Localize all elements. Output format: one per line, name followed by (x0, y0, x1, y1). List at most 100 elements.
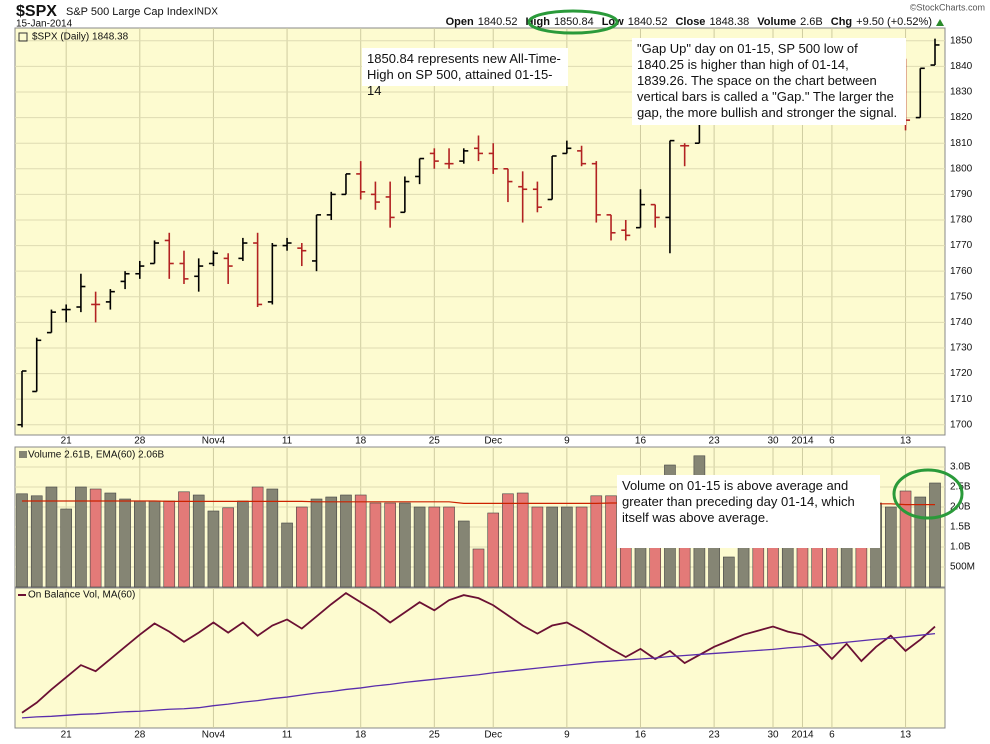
volume-bar (148, 500, 161, 588)
volume-bar (89, 488, 102, 588)
annotation: 1850.84 represents new All-Time-High on … (362, 48, 568, 98)
quote-line: Open 1840.52 High 1850.84 Low 1840.52 Close 184… (446, 16, 932, 28)
x-tick-label: 25 (429, 730, 441, 741)
volume-bar (340, 494, 352, 588)
y-tick-label: 3.0B (950, 462, 971, 473)
x-tick-label: 28 (134, 730, 146, 741)
volume-value: 2.6B (800, 16, 823, 28)
x-tick-label: 21 (61, 436, 73, 447)
credit: ©StockCharts.com (910, 2, 985, 12)
x-tick-label: 30 (767, 436, 779, 447)
x-tick-label: Dec (484, 436, 502, 447)
y-tick-label: 1740 (950, 317, 973, 328)
volume-bar (16, 493, 28, 588)
volume-bar (134, 500, 146, 588)
y-tick-label: 2.5B (950, 482, 971, 493)
obv-legend: On Balance Vol, MA(60) (28, 590, 135, 601)
volume-bar (590, 495, 603, 588)
volume-bar (354, 494, 367, 588)
close-value: 1848.38 (709, 16, 749, 28)
volume-bar (914, 496, 927, 588)
volume-bar (295, 506, 308, 588)
volume-bar (885, 506, 897, 588)
volume-bar (163, 500, 176, 588)
volume-bar (192, 494, 205, 588)
volume-bar (457, 520, 470, 588)
x-tick-label: 25 (429, 436, 441, 447)
y-tick-label: 1790 (950, 189, 973, 200)
volume-legend: Volume 2.61B, EMA(60) 2.06B (28, 450, 165, 461)
x-tick-label: 16 (635, 730, 647, 741)
legend-icon (18, 32, 28, 42)
y-tick-label: 1.5B (950, 522, 971, 533)
y-tick-label: 1.0B (950, 542, 971, 553)
volume-label: Volume (757, 16, 796, 28)
volume-bar (605, 495, 617, 588)
y-tick-label: 1810 (950, 138, 973, 149)
x-tick-label: 11 (282, 436, 293, 447)
y-tick-label: 1750 (950, 291, 973, 302)
volume-bar (516, 492, 529, 588)
volume-bar (384, 502, 396, 588)
x-tick-label: Nov4 (202, 436, 226, 447)
volume-bar (723, 556, 735, 588)
low-value: 1840.52 (628, 16, 668, 28)
open-label: Open (446, 16, 474, 28)
y-tick-label: 2.0B (950, 502, 971, 513)
x-tick-label: 30 (767, 730, 779, 741)
x-tick-label: 13 (900, 730, 912, 741)
index-name: S&P 500 Large Cap Index (66, 6, 194, 18)
y-tick-label: 1780 (950, 215, 973, 226)
x-tick-label: Nov4 (202, 730, 226, 741)
volume-bar (929, 482, 941, 588)
chg-value: +9.50 (+0.52%) (856, 16, 932, 28)
volume-bar (281, 522, 293, 588)
volume-bar (60, 508, 72, 588)
open-value: 1840.52 (478, 16, 518, 28)
symbol: $SPX (16, 3, 57, 20)
y-tick-label: 1760 (950, 266, 973, 277)
volume-bar (443, 506, 455, 588)
low-label: Low (602, 16, 624, 28)
volume-bar (502, 493, 514, 588)
high-value: 1850.84 (554, 16, 594, 28)
y-tick-label: 1710 (950, 394, 973, 405)
volume-bar (30, 495, 43, 588)
x-tick-label: 28 (134, 436, 146, 447)
x-tick-label: 18 (355, 436, 367, 447)
y-tick-label: 1850 (950, 35, 973, 46)
up-arrow (936, 19, 944, 26)
volume-bar (899, 490, 912, 588)
y-tick-label: 500M (950, 562, 975, 573)
x-tick-label: 9 (564, 730, 570, 741)
annotation: "Gap Up" day on 01-15, SP 500 low of 184… (632, 38, 906, 125)
volume-bar (178, 491, 190, 588)
volume-bar (104, 492, 117, 588)
volume-bar (428, 506, 441, 588)
volume-bar (75, 486, 87, 588)
close-label: Close (675, 16, 705, 28)
x-tick-label: 23 (709, 730, 721, 741)
volume-bar (325, 496, 338, 588)
y-tick-label: 1770 (950, 240, 973, 251)
volume-bar (399, 502, 411, 588)
date: 15-Jan-2014 (16, 19, 73, 30)
x-tick-label: 2014 (791, 730, 814, 741)
volume-bar (561, 506, 573, 588)
x-tick-label: 13 (900, 436, 912, 447)
x-tick-label: 21 (61, 730, 73, 741)
volume-bar (546, 506, 558, 588)
y-tick-label: 1820 (950, 112, 973, 123)
volume-bar (310, 498, 323, 588)
exchange: INDX (194, 7, 218, 18)
obv-line (21, 591, 936, 714)
legend-icon (19, 451, 27, 458)
volume-bar (575, 506, 588, 588)
high-label: High (525, 16, 550, 28)
annotation: Volume on 01-15 is above average and gre… (617, 475, 880, 548)
volume-bar (237, 500, 249, 588)
x-tick-label: 6 (829, 730, 835, 741)
volume-bar (207, 510, 220, 588)
y-tick-label: 1730 (950, 343, 973, 354)
